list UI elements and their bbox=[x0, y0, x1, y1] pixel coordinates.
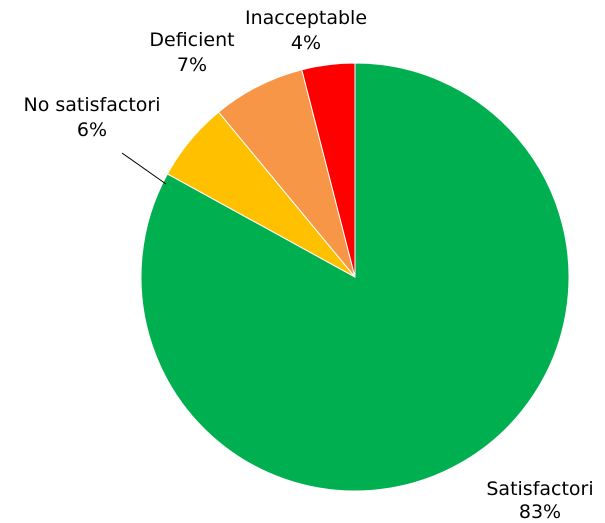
slice-label-satisfactori: Satisfactori bbox=[486, 478, 593, 500]
slice-label-inacceptable: Inacceptable bbox=[245, 7, 367, 29]
slice-value-satisfactori: 83% bbox=[519, 501, 561, 523]
pie-slice-satisfactori bbox=[140, 62, 570, 492]
slice-value-deficient: 7% bbox=[177, 54, 207, 76]
slice-value-inacceptable: 4% bbox=[291, 32, 321, 54]
pie-slice-inacceptable bbox=[301, 62, 356, 278]
slice-label-no-satisfactori: No satisfactori bbox=[24, 94, 161, 116]
leader-line-no-satisfactori bbox=[121, 152, 167, 185]
pie-slices bbox=[140, 62, 570, 492]
slice-label-deficient: Deficient bbox=[149, 29, 234, 51]
slice-value-no-satisfactori: 6% bbox=[77, 119, 107, 141]
